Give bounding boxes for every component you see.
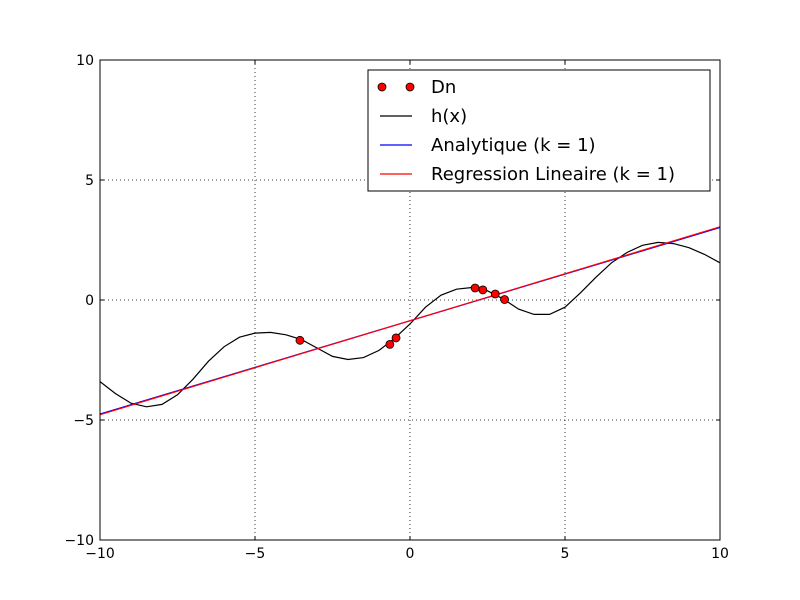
x-tick-label: 10: [711, 546, 729, 562]
y-tick-label: 0: [85, 293, 94, 309]
legend-marker-dn: [377, 82, 387, 92]
ticks: −10 −5 0 5 10 −10 −5 0 5 10: [64, 53, 728, 562]
legend-label: h(x): [431, 106, 467, 127]
x-tick-label: −5: [245, 546, 266, 562]
y-tick-label: 5: [85, 173, 94, 189]
legend-marker-dn: [405, 82, 415, 92]
legend: Dn h(x) Analytique (k = 1) Regression Linea…: [367, 69, 711, 192]
legend-box: [367, 69, 711, 192]
series-line-h-x: [100, 241, 720, 408]
y-tick-label: −10: [64, 533, 94, 549]
x-tick-label: −10: [85, 546, 115, 562]
x-tick-label: 5: [561, 546, 570, 562]
series-line-regression-lineaire-k-1: [100, 226, 720, 416]
data-point-dn: [490, 289, 500, 299]
y-tick-label: 10: [76, 53, 94, 69]
data-point-dn: [385, 339, 395, 349]
legend-label: Dn: [431, 77, 456, 98]
legend-label: Analytique (k = 1): [431, 135, 596, 156]
data-point-dn: [470, 283, 480, 293]
data-point-dn: [500, 295, 509, 304]
x-tick-label: 0: [406, 546, 415, 562]
legend-label: Regression Lineaire (k = 1): [431, 164, 675, 185]
data-point-dn: [295, 335, 305, 345]
y-tick-label: −5: [73, 413, 94, 429]
data-point-dn: [478, 285, 488, 295]
series-layer: [100, 226, 720, 416]
data-point-dn: [391, 333, 401, 343]
